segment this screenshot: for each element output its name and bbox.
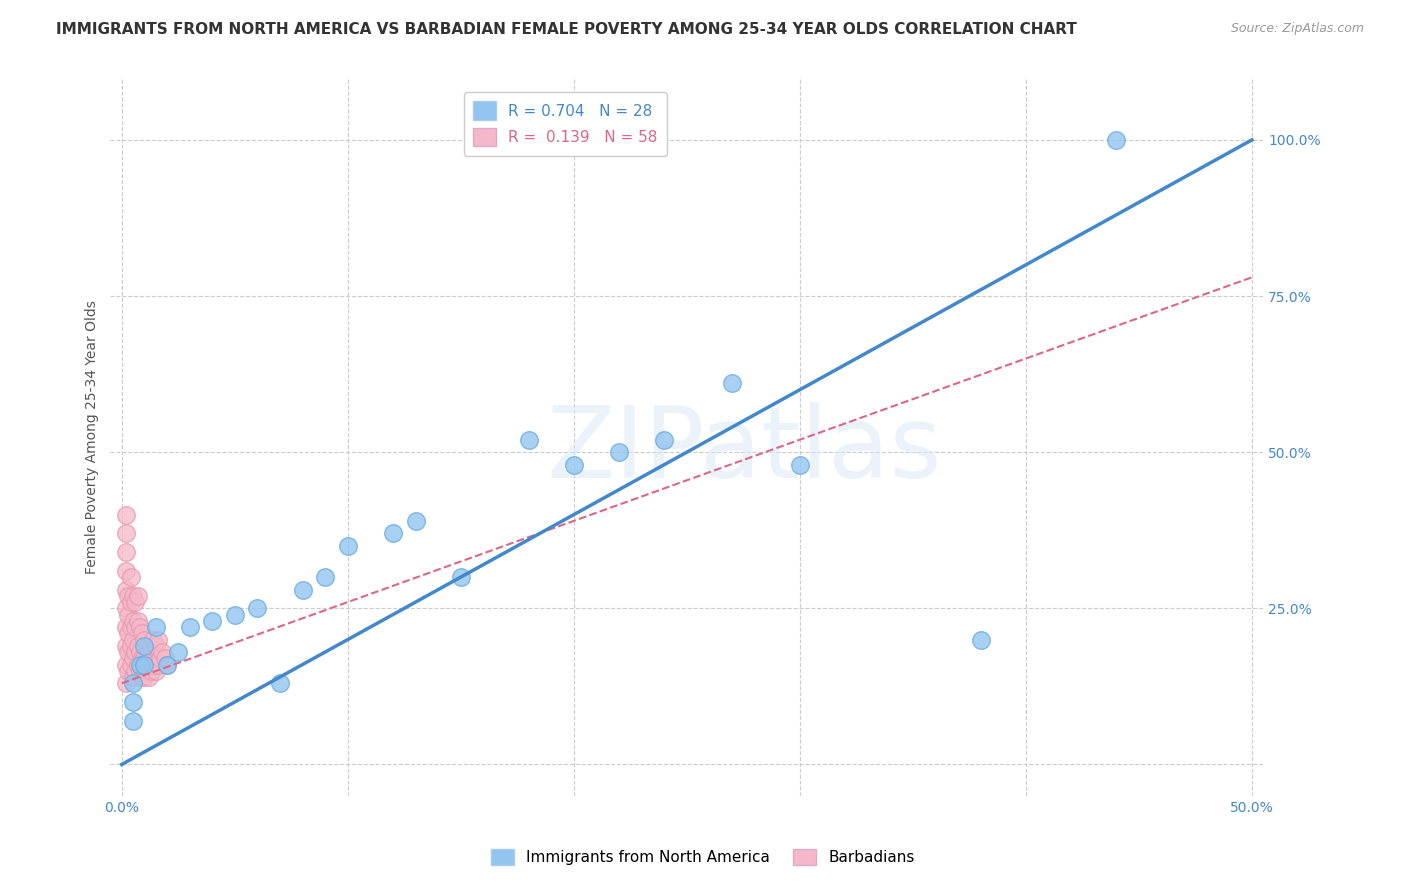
Point — [122, 676, 145, 690]
Point — [127, 614, 149, 628]
Point — [142, 632, 165, 647]
Point — [652, 433, 675, 447]
Point — [314, 570, 336, 584]
Point — [117, 664, 139, 678]
Point — [115, 526, 138, 541]
Point — [128, 620, 150, 634]
Point — [139, 639, 162, 653]
Point — [120, 639, 142, 653]
Point — [517, 433, 540, 447]
Point — [115, 676, 138, 690]
Y-axis label: Female Poverty Among 25-34 Year Olds: Female Poverty Among 25-34 Year Olds — [86, 300, 100, 574]
Point — [156, 657, 179, 672]
Point — [122, 651, 145, 665]
Point — [291, 582, 314, 597]
Point — [117, 645, 139, 659]
Point — [122, 670, 145, 684]
Text: ZIPatlas: ZIPatlas — [547, 402, 942, 500]
Point — [115, 582, 138, 597]
Point — [156, 657, 179, 672]
Point — [131, 626, 153, 640]
Point — [127, 639, 149, 653]
Point — [145, 664, 167, 678]
Point — [120, 657, 142, 672]
Point — [115, 620, 138, 634]
Point — [135, 639, 157, 653]
Point — [122, 614, 145, 628]
Point — [167, 645, 190, 659]
Point — [115, 564, 138, 578]
Point — [131, 651, 153, 665]
Point — [124, 645, 146, 659]
Point — [336, 539, 359, 553]
Point — [146, 632, 169, 647]
Point — [789, 458, 811, 472]
Point — [115, 639, 138, 653]
Point — [131, 670, 153, 684]
Point — [120, 570, 142, 584]
Point — [117, 607, 139, 622]
Point — [179, 620, 201, 634]
Point — [122, 695, 145, 709]
Point — [969, 632, 991, 647]
Point — [128, 664, 150, 678]
Point — [134, 651, 156, 665]
Point — [115, 508, 138, 522]
Point — [139, 664, 162, 678]
Legend: Immigrants from North America, Barbadians: Immigrants from North America, Barbadian… — [485, 843, 921, 871]
Point — [201, 614, 224, 628]
Point — [124, 620, 146, 634]
Point — [721, 376, 744, 391]
Point — [134, 632, 156, 647]
Text: Source: ZipAtlas.com: Source: ZipAtlas.com — [1230, 22, 1364, 36]
Point — [127, 657, 149, 672]
Point — [124, 595, 146, 609]
Point — [115, 657, 138, 672]
Point — [138, 670, 160, 684]
Point — [562, 458, 585, 472]
Point — [134, 657, 156, 672]
Point — [128, 657, 150, 672]
Point — [124, 664, 146, 678]
Point — [128, 645, 150, 659]
Point — [134, 639, 156, 653]
Point — [153, 651, 176, 665]
Point — [146, 657, 169, 672]
Point — [450, 570, 472, 584]
Point — [145, 639, 167, 653]
Point — [122, 589, 145, 603]
Point — [115, 601, 138, 615]
Point — [152, 645, 174, 659]
Point — [381, 526, 404, 541]
Point — [1105, 133, 1128, 147]
Point — [127, 589, 149, 603]
Point — [117, 626, 139, 640]
Point — [224, 607, 246, 622]
Point — [269, 676, 291, 690]
Point — [122, 632, 145, 647]
Point — [120, 620, 142, 634]
Point — [145, 620, 167, 634]
Point — [117, 589, 139, 603]
Point — [138, 645, 160, 659]
Point — [135, 664, 157, 678]
Point — [120, 595, 142, 609]
Point — [115, 545, 138, 559]
Point — [149, 651, 172, 665]
Point — [246, 601, 269, 615]
Legend: R = 0.704   N = 28, R =  0.139   N = 58: R = 0.704 N = 28, R = 0.139 N = 58 — [464, 92, 666, 155]
Point — [134, 670, 156, 684]
Point — [607, 445, 630, 459]
Point — [122, 714, 145, 728]
Point — [142, 657, 165, 672]
Point — [405, 514, 427, 528]
Text: IMMIGRANTS FROM NORTH AMERICA VS BARBADIAN FEMALE POVERTY AMONG 25-34 YEAR OLDS : IMMIGRANTS FROM NORTH AMERICA VS BARBADI… — [56, 22, 1077, 37]
